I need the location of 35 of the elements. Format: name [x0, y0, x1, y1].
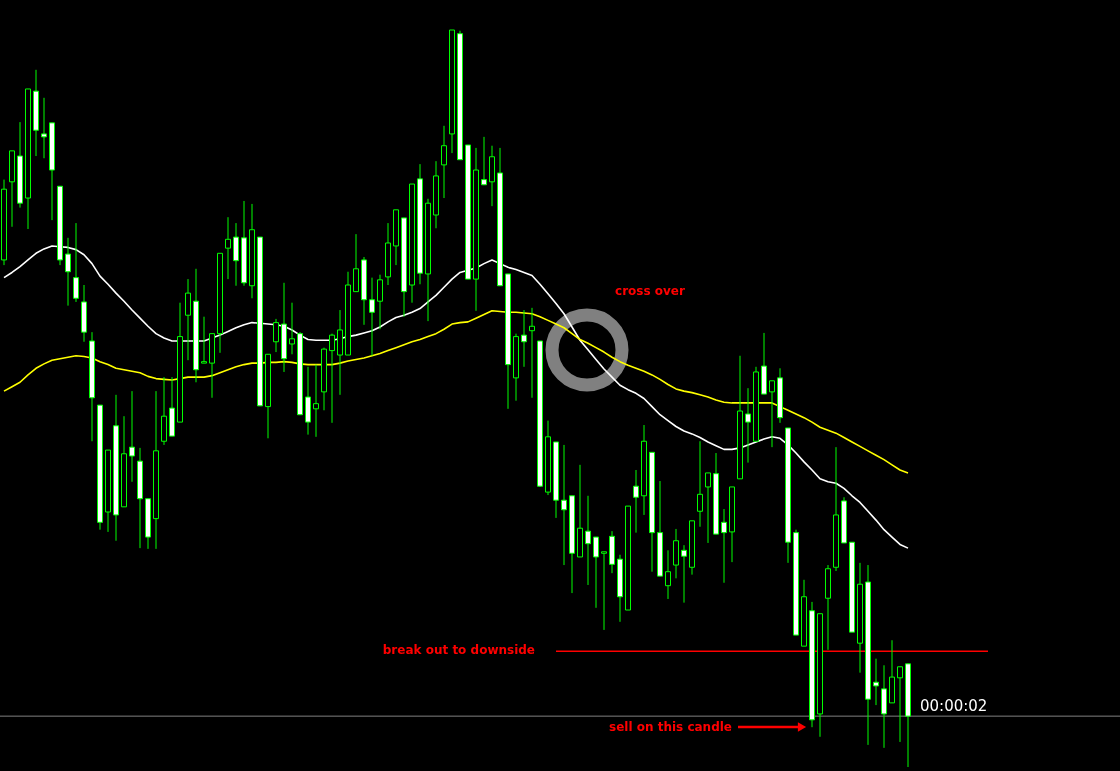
candlestick — [273, 318, 279, 353]
ref-line-label: 00:00:02 — [920, 697, 988, 716]
candlestick — [329, 333, 335, 424]
candlestick — [225, 216, 231, 280]
candlestick — [561, 444, 567, 566]
candlestick — [873, 658, 879, 706]
candlestick — [481, 136, 487, 186]
candlestick — [353, 233, 359, 293]
candlestick — [521, 309, 527, 368]
candlestick — [745, 387, 751, 464]
candlestick — [681, 544, 687, 604]
candlestick — [201, 316, 207, 364]
candlestick — [289, 302, 295, 355]
candlestick — [593, 536, 599, 609]
candlestick — [185, 278, 191, 361]
candlestick — [897, 666, 903, 743]
annotation: cross over — [615, 284, 686, 298]
candlestick — [313, 364, 319, 438]
candlestick — [721, 508, 727, 584]
candlestick — [129, 390, 135, 483]
candlestick — [441, 125, 447, 199]
candlestick — [665, 549, 671, 600]
candlestick — [705, 472, 711, 544]
candlestick — [697, 440, 703, 528]
candlestick — [585, 495, 591, 586]
candlestick — [633, 469, 639, 534]
candlestick — [601, 551, 607, 631]
annotation: sell on this candle — [609, 720, 732, 734]
candlestick — [529, 307, 535, 399]
candlestick — [769, 380, 775, 448]
candlestick — [369, 277, 375, 357]
annotation: break out to downside — [382, 643, 535, 657]
candlestick — [41, 97, 47, 159]
candlestick — [233, 222, 239, 287]
candlestick — [377, 274, 383, 330]
